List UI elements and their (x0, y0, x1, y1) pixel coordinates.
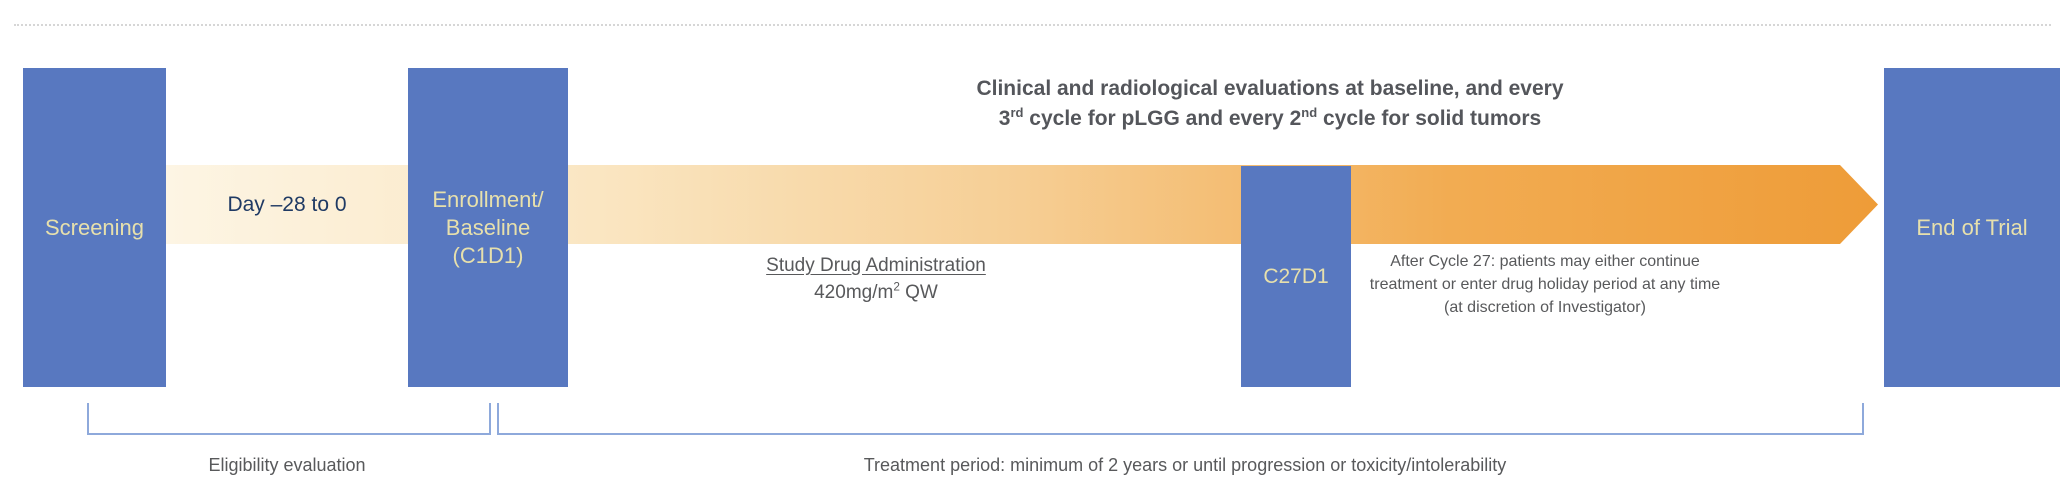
study-drug-dose: 420mg/m2 QW (814, 280, 938, 303)
superscript-nd: nd (1301, 105, 1318, 120)
screening-box-label: Screening (44, 214, 145, 240)
superscript-2: 2 (893, 280, 900, 294)
evaluations-note: Clinical and radiological evaluations at… (976, 74, 1563, 134)
treatment-period-bracket (497, 403, 1864, 435)
end-of-trial-box-label: End of Trial (1916, 214, 2028, 240)
enrollment-baseline-box: Enrollment/ Baseline (C1D1) (408, 68, 568, 387)
study-drug-heading: Study Drug Administration (766, 255, 986, 276)
c27d1-box: C27D1 (1241, 166, 1351, 387)
eligibility-bracket (87, 403, 491, 435)
evaluations-note-line2: 3rd cycle for pLGG and every 2nd cycle f… (998, 105, 1542, 130)
screening-box: Screening (23, 68, 166, 387)
day-range-label: Day –28 to 0 (227, 193, 347, 216)
top-dotted-divider (14, 24, 2051, 26)
study-drug-note: Study Drug Administration 420mg/m2 QW (766, 252, 986, 306)
c27d1-box-label: C27D1 (1263, 264, 1329, 288)
after-cycle-27-note: After Cycle 27: patients may either cont… (1369, 253, 1721, 316)
evaluations-note-line1: Clinical and radiological evaluations at… (976, 77, 1564, 100)
end-of-trial-box: End of Trial (1884, 68, 2060, 387)
eligibility-label: Eligibility evaluation (208, 455, 366, 475)
treatment-period-label: Treatment period: minimum of 2 years or … (863, 455, 1507, 475)
superscript-rd: rd (1010, 105, 1024, 120)
enrollment-box-label: Enrollment/ Baseline (C1D1) (432, 186, 544, 268)
